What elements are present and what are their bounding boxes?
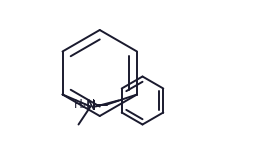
Text: H₂N: H₂N bbox=[74, 98, 96, 111]
Text: N: N bbox=[85, 100, 96, 113]
